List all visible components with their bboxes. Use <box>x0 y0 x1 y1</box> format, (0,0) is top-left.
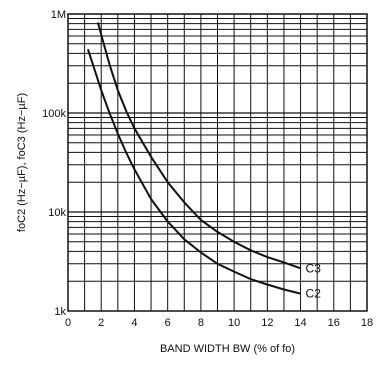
grid <box>68 14 367 311</box>
y-tick-label: 10k <box>48 207 66 219</box>
x-tick-label: 16 <box>328 317 340 329</box>
x-tick-label: 8 <box>198 317 204 329</box>
y-tick-labels: 1k 10k 100k 1M <box>42 9 66 318</box>
x-tick-label: 4 <box>131 317 137 329</box>
series-line-c2 <box>86 48 301 295</box>
series-labels: C3 C2 <box>306 261 322 300</box>
series-lines <box>86 22 301 295</box>
x-tick-label: 10 <box>228 317 240 329</box>
y-tick-label: 100k <box>42 108 66 120</box>
x-tick-label: 12 <box>261 317 273 329</box>
series-line-c3 <box>96 22 301 270</box>
y-tick-label: 1k <box>54 306 66 318</box>
series-label-c2: C2 <box>306 287 322 301</box>
x-tick-label: 2 <box>98 317 104 329</box>
x-tick-label: 0 <box>65 317 71 329</box>
y-tick-label: 1M <box>51 9 66 21</box>
x-tick-label: 14 <box>294 317 306 329</box>
x-tick-label: 6 <box>165 317 171 329</box>
plot-frame <box>67 13 368 312</box>
x-axis-title: BAND WIDTH BW (% of fo) <box>160 343 295 355</box>
y-axis-title: foC2 (Hz−µF), foC3 (Hz−µF) <box>16 93 28 232</box>
series-label-c3: C3 <box>306 261 322 275</box>
x-tick-labels: 0 2 4 6 8 10 12 14 16 18 <box>65 317 373 329</box>
x-tick-label: 18 <box>361 317 373 329</box>
